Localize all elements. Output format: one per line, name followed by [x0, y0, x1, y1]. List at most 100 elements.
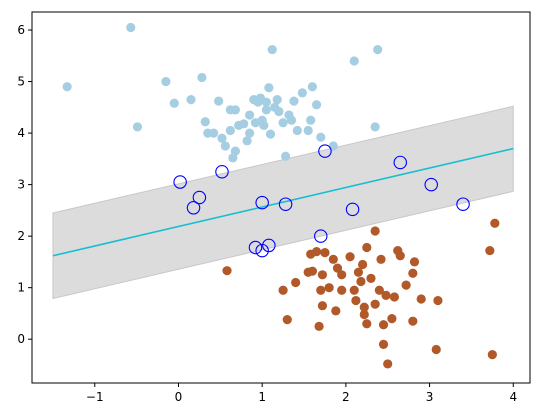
- data-point-series-0: [225, 125, 235, 136]
- data-point-series-1: [362, 319, 372, 329]
- data-point-series-1: [337, 285, 347, 295]
- data-point-series-0: [214, 96, 224, 106]
- data-point-series-1: [356, 276, 366, 287]
- data-point-series-1: [395, 251, 405, 261]
- data-point-series-0: [292, 125, 302, 136]
- x-tick-label: 0: [175, 390, 183, 404]
- data-point-series-0: [230, 105, 240, 115]
- data-point-series-1: [331, 306, 341, 316]
- data-point-series-0: [186, 94, 196, 105]
- data-point-series-1: [314, 321, 324, 331]
- data-point-series-1: [401, 280, 411, 290]
- support-vector-ring: [278, 197, 293, 211]
- data-point-series-0: [126, 22, 136, 33]
- x-tick-label: 4: [509, 390, 517, 404]
- data-point-series-1: [307, 266, 317, 276]
- data-point-series-1: [359, 309, 369, 320]
- support-vector-ring: [173, 175, 187, 189]
- x-tick-label: 3: [426, 390, 434, 404]
- data-points-layer: [62, 22, 500, 369]
- data-point-series-1: [408, 316, 418, 326]
- data-point-series-0: [245, 128, 255, 138]
- data-point-series-0: [267, 45, 277, 55]
- data-point-series-1: [291, 277, 301, 288]
- data-point-series-1: [378, 320, 389, 330]
- data-point-series-0: [373, 45, 383, 55]
- data-point-series-0: [370, 122, 380, 132]
- data-point-series-1: [389, 292, 400, 302]
- data-point-series-1: [433, 295, 443, 306]
- data-point-series-0: [261, 97, 271, 107]
- data-point-series-0: [274, 106, 284, 117]
- y-axis-ticks: 0 1 2 3 4 5 6: [17, 23, 32, 346]
- data-point-series-1: [431, 344, 441, 355]
- y-tick-label: 0: [17, 332, 25, 346]
- data-point-series-1: [328, 254, 338, 264]
- data-point-series-1: [362, 242, 372, 253]
- data-point-series-1: [358, 259, 368, 270]
- y-tick-label: 3: [17, 178, 25, 192]
- data-point-series-1: [324, 283, 334, 293]
- data-point-series-1: [351, 295, 361, 306]
- data-point-series-0: [281, 151, 291, 161]
- data-point-series-1: [387, 313, 397, 324]
- support-vector-ring: [255, 195, 269, 210]
- data-point-series-0: [62, 82, 72, 92]
- data-point-series-1: [490, 218, 500, 228]
- data-point-series-0: [161, 76, 171, 87]
- data-point-series-0: [239, 119, 249, 129]
- x-tick-label: 2: [342, 390, 350, 404]
- y-tick-label: 6: [17, 23, 25, 37]
- data-point-series-0: [220, 141, 230, 151]
- data-point-series-1: [378, 339, 389, 349]
- y-tick-label: 2: [17, 229, 25, 243]
- data-point-series-1: [320, 248, 330, 258]
- x-axis-ticks: −1 0 1 2 3 4: [86, 383, 517, 404]
- data-point-series-0: [197, 72, 207, 83]
- data-point-series-1: [359, 302, 369, 312]
- data-point-series-0: [200, 117, 210, 127]
- data-point-series-0: [272, 94, 282, 105]
- support-vector-ring: [345, 202, 360, 217]
- data-point-series-0: [328, 141, 338, 151]
- support-vectors-layer: [173, 144, 470, 258]
- data-point-series-1: [370, 226, 380, 236]
- data-point-series-0: [169, 98, 179, 108]
- y-tick-label: 5: [17, 75, 25, 89]
- decision-boundary-line: [52, 147, 514, 257]
- support-vector-ring: [192, 190, 207, 205]
- data-point-series-0: [209, 128, 219, 138]
- x-tick-label: −1: [86, 390, 104, 404]
- data-point-series-1: [376, 254, 386, 264]
- data-point-series-0: [217, 133, 227, 143]
- y-tick-label: 1: [17, 281, 25, 295]
- data-point-series-1: [349, 285, 359, 295]
- data-point-series-0: [278, 118, 288, 128]
- support-vector-ring: [424, 177, 438, 192]
- plot-frame: [31, 11, 531, 384]
- data-point-series-1: [487, 350, 497, 360]
- support-vector-ring: [186, 201, 201, 215]
- support-vector-ring: [262, 238, 276, 253]
- data-point-series-0: [311, 100, 322, 110]
- data-point-series-1: [337, 270, 347, 280]
- data-point-series-1: [374, 285, 384, 295]
- data-point-series-1: [311, 247, 322, 257]
- data-point-series-1: [332, 263, 343, 273]
- data-point-series-1: [416, 294, 426, 304]
- data-point-series-0: [349, 56, 359, 66]
- data-point-series-1: [278, 285, 288, 295]
- data-point-series-1: [317, 301, 328, 311]
- data-point-series-0: [316, 132, 326, 142]
- data-point-series-1: [282, 315, 292, 325]
- data-point-series-0: [306, 115, 316, 125]
- data-point-series-0: [259, 120, 269, 130]
- data-point-series-1: [409, 257, 420, 267]
- data-point-series-0: [286, 115, 297, 125]
- data-point-series-0: [242, 136, 252, 146]
- data-point-series-1: [345, 252, 355, 262]
- data-point-series-0: [132, 122, 143, 132]
- data-point-series-1: [370, 299, 380, 309]
- data-point-series-0: [307, 82, 317, 92]
